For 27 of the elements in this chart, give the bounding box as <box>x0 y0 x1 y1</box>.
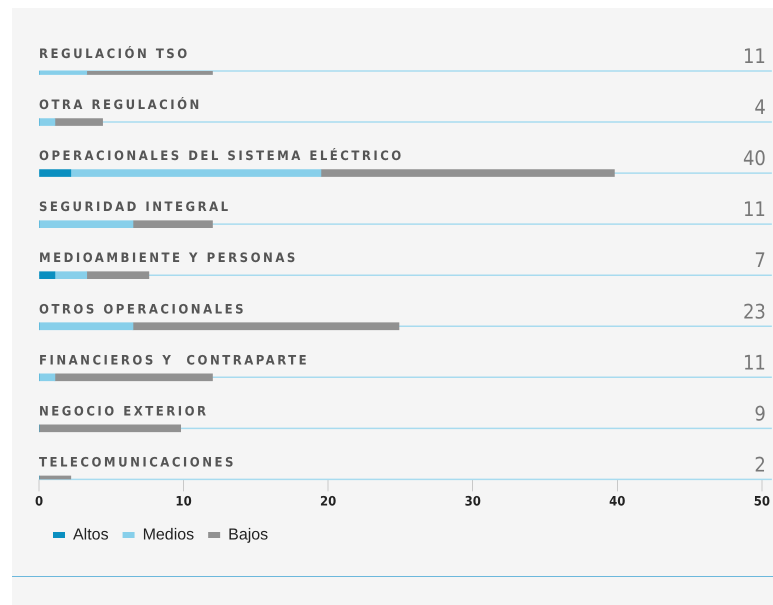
annotation: 40 <box>742 146 766 170</box>
y-tick-label: FINANCIEROS Y CONTRAPARTE <box>39 353 310 368</box>
x-tick-label: 10 <box>175 494 192 510</box>
annotation: 11 <box>742 44 766 68</box>
annotation: 2 <box>754 452 766 476</box>
annotation: 23 <box>742 299 766 324</box>
y-tick-label: NEGOCIO EXTERIOR <box>39 404 209 420</box>
legend-label: Bajos <box>228 526 268 544</box>
annotation: 9 <box>754 401 766 426</box>
y-tick-label: TELECOMUNICACIONES <box>39 455 236 470</box>
y-tick-label: OPERACIONALES DEL SISTEMA ELÉCTRICO <box>39 147 404 164</box>
x-tick-label: 30 <box>464 494 481 510</box>
y-tick-label: OTRA REGULACIÓN <box>39 96 202 114</box>
x-tick-label: 50 <box>754 494 770 510</box>
annotation: 11 <box>742 197 766 222</box>
y-tick-label: MEDIOAMBIENTE Y PERSONAS <box>39 251 298 266</box>
legend-label: Medios <box>142 526 194 544</box>
x-tick-label: 20 <box>320 494 336 510</box>
x-tick-label: 0 <box>34 494 44 510</box>
annotation: 7 <box>754 248 766 272</box>
annotation: 4 <box>754 95 766 120</box>
annotation: 11 <box>742 350 766 374</box>
x-tick-label: 40 <box>609 494 626 510</box>
y-tick-label: SEGURIDAD INTEGRAL <box>39 200 231 216</box>
y-tick-label: REGULACIÓN TSO <box>39 45 190 62</box>
legend-label: Altos <box>73 526 109 544</box>
y-tick-label: OTROS OPERACIONALES <box>39 302 246 318</box>
